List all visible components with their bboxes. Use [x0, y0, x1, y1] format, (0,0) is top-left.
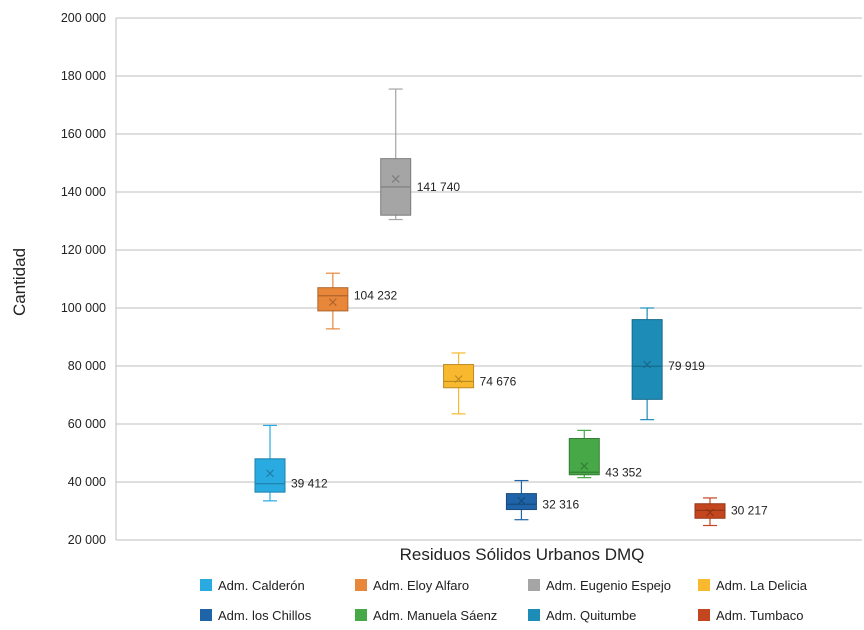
- median-data-label: 39 412: [291, 477, 328, 491]
- gridlines: [115, 17, 862, 541]
- legend-item: Adm. Calderón: [200, 578, 305, 593]
- median-data-label: 32 316: [542, 497, 579, 511]
- legend-item: Adm. La Delicia: [698, 578, 808, 593]
- legend-swatch: [528, 609, 540, 621]
- legend-label: Adm. Calderón: [218, 578, 305, 593]
- median-data-label: 30 217: [731, 503, 768, 517]
- y-tick-label: 140 000: [61, 185, 106, 199]
- legend-swatch: [200, 579, 212, 591]
- median-data-label: 74 676: [480, 374, 517, 388]
- mean-marker: [454, 375, 463, 383]
- legend-item: Adm. Tumbaco: [698, 608, 803, 623]
- legend-label: Adm. Tumbaco: [716, 608, 803, 623]
- legend-swatch: [355, 609, 367, 621]
- legend-swatch: [698, 579, 710, 591]
- x-axis-title: Residuos Sólidos Urbanos DMQ: [400, 545, 645, 564]
- box-plot-4: 74 676: [443, 352, 517, 415]
- box-plot-3: 141 740: [380, 88, 461, 221]
- legend-swatch: [200, 609, 212, 621]
- mean-marker: [517, 496, 526, 505]
- iqr-box: [254, 458, 286, 493]
- box-series: 39 412 104 232 141 740 74 676 32 316 43 352 79…: [254, 88, 768, 527]
- box-plot-2: 104 232: [317, 272, 398, 330]
- y-tick-label: 120 000: [61, 243, 106, 257]
- y-tick-label: 60 000: [68, 417, 106, 431]
- mean-marker: [328, 298, 337, 307]
- y-tick-label: 100 000: [61, 301, 106, 315]
- median-data-label: 141 740: [417, 180, 461, 194]
- box-plot-5: 32 316: [505, 479, 579, 521]
- legend-item: Adm. Eugenio Espejo: [528, 578, 671, 593]
- y-tick-label: 160 000: [61, 127, 106, 141]
- legend-swatch: [355, 579, 367, 591]
- box-plot-7: 79 919: [631, 307, 705, 421]
- iqr-box: [631, 319, 663, 400]
- legend-label: Adm. Eloy Alfaro: [373, 578, 469, 593]
- mean-marker: [643, 360, 652, 369]
- box-plot-1: 39 412: [254, 424, 328, 502]
- median-data-label: 79 919: [668, 359, 705, 373]
- mean-marker: [266, 469, 274, 478]
- mean-marker: [706, 508, 714, 517]
- legend-item: Adm. Eloy Alfaro: [355, 578, 469, 593]
- median-data-label: 43 352: [605, 465, 642, 479]
- y-axis-ticks: 20 000 40 000 60 000 80 000 100 000 120 000 14…: [61, 11, 106, 547]
- y-tick-label: 20 000: [68, 533, 106, 547]
- y-tick-label: 40 000: [68, 475, 106, 489]
- y-axis-title: Cantidad: [10, 248, 29, 316]
- y-tick-label: 180 000: [61, 69, 106, 83]
- iqr-box: [568, 438, 600, 476]
- legend-swatch: [698, 609, 710, 621]
- legend-label: Adm. La Delicia: [716, 578, 808, 593]
- legend-label: Adm. Quitumbe: [546, 608, 636, 623]
- box-plot-8: 30 217: [694, 497, 768, 527]
- iqr-box: [443, 364, 475, 389]
- legend-item: Adm. los Chillos: [200, 608, 312, 623]
- mean-marker: [391, 175, 400, 183]
- legend-item: Adm. Manuela Sáenz: [355, 608, 497, 623]
- iqr-box: [694, 503, 726, 519]
- mean-marker: [580, 462, 589, 470]
- box-plot-6: 43 352: [568, 429, 642, 479]
- legend-label: Adm. los Chillos: [218, 608, 312, 623]
- median-data-label: 104 232: [354, 289, 398, 303]
- legend: Adm. Calderón Adm. Eloy Alfaro Adm. Eugeni…: [200, 578, 808, 623]
- iqr-box: [317, 287, 349, 312]
- y-tick-label: 200 000: [61, 11, 106, 25]
- legend-label: Adm. Eugenio Espejo: [546, 578, 671, 593]
- legend-item: Adm. Quitumbe: [528, 608, 636, 623]
- legend-label: Adm. Manuela Sáenz: [373, 608, 497, 623]
- legend-swatch: [528, 579, 540, 591]
- y-tick-label: 80 000: [68, 359, 106, 373]
